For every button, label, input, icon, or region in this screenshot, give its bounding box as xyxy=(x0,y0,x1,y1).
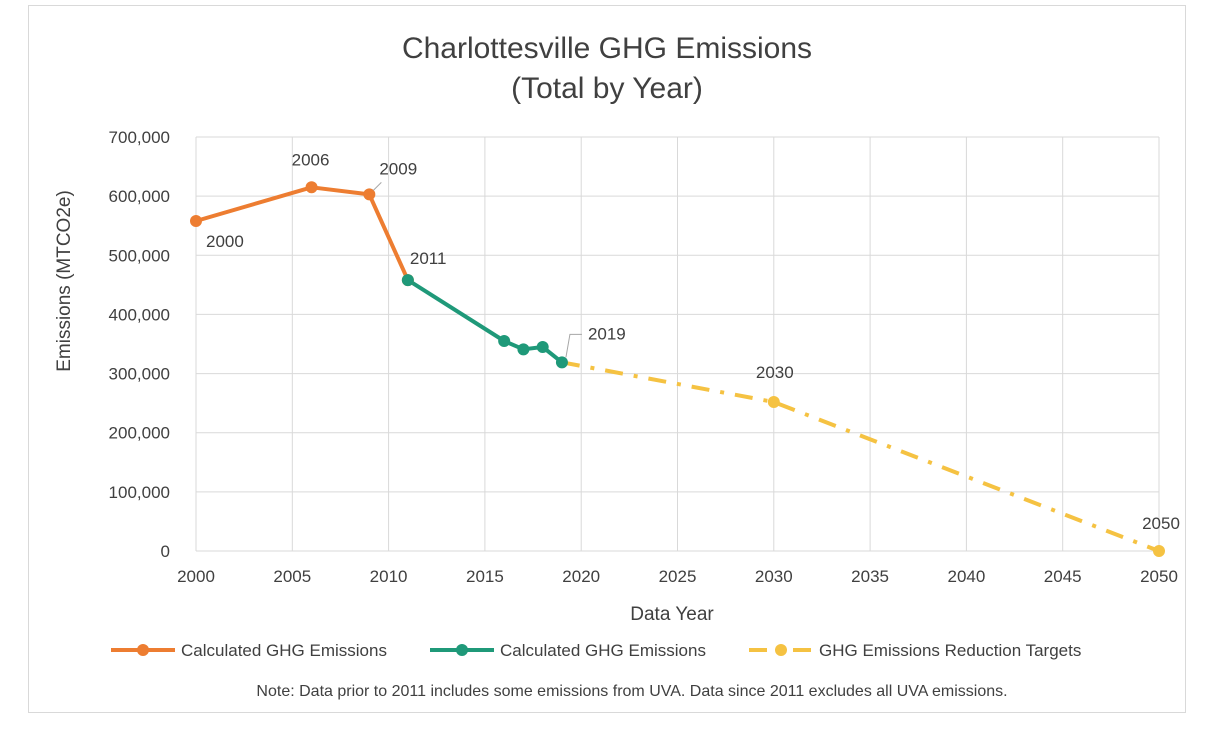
chart-frame: 0 100,000 200,000 300,000 400,000 500,000 600,… xyxy=(28,5,1186,713)
series-line-1 xyxy=(194,185,410,283)
data-label: 2050 xyxy=(1142,514,1180,533)
legend-label-1: Calculated GHG Emissions xyxy=(181,641,387,660)
x-tick-label: 2025 xyxy=(659,567,697,586)
axis-ticks: 0 100,000 200,000 300,000 400,000 500,000 600,… xyxy=(109,128,1178,586)
x-tick-label: 2045 xyxy=(1044,567,1082,586)
leader-line-2019 xyxy=(565,333,582,358)
data-label: 2009 xyxy=(379,159,417,178)
y-tick-label: 100,000 xyxy=(109,483,170,502)
y-tick-label: 400,000 xyxy=(109,305,170,324)
legend-swatch-marker-3 xyxy=(775,644,787,656)
data-point xyxy=(498,335,511,348)
legend-swatch-marker-2 xyxy=(456,644,468,656)
data-label: 2030 xyxy=(756,363,794,382)
x-tick-label: 2005 xyxy=(273,567,311,586)
data-point xyxy=(190,214,202,227)
x-tick-label: 2030 xyxy=(755,567,793,586)
data-point xyxy=(536,340,549,353)
y-tick-label: 300,000 xyxy=(109,365,170,384)
leader-line-2009 xyxy=(372,182,382,191)
data-point xyxy=(363,188,376,201)
y-tick-label: 700,000 xyxy=(109,128,170,147)
chart-subtitle: (Total by Year) xyxy=(511,72,703,105)
x-tick-label: 2020 xyxy=(562,567,600,586)
chart-title: Charlottesville GHG Emissions xyxy=(402,32,812,65)
data-point xyxy=(1153,545,1165,557)
data-point xyxy=(305,181,318,194)
y-tick-label: 600,000 xyxy=(109,187,170,206)
data-labels: 2000 2006 2009 2011 2019 2030 2050 xyxy=(206,150,1180,533)
data-point xyxy=(401,274,414,287)
data-label: 2000 xyxy=(206,232,244,251)
data-point xyxy=(767,395,780,408)
series-line-3 xyxy=(561,360,1160,553)
y-tick-label: 500,000 xyxy=(109,246,170,265)
data-label: 2006 xyxy=(292,150,330,169)
x-tick-label: 2040 xyxy=(947,567,985,586)
series-markers xyxy=(190,181,1165,557)
gridlines xyxy=(195,136,1160,552)
y-tick-label: 0 xyxy=(161,542,170,561)
data-point xyxy=(517,343,530,356)
legend-swatch-marker-1 xyxy=(137,644,149,656)
chart-note: Note: Data prior to 2011 includes some e… xyxy=(256,683,1007,700)
data-label: 2019 xyxy=(588,324,626,343)
data-point xyxy=(555,356,568,369)
legend-label-2: Calculated GHG Emissions xyxy=(500,641,706,660)
x-tick-label: 2015 xyxy=(466,567,504,586)
chart-svg: 0 100,000 200,000 300,000 400,000 500,000 600,… xyxy=(54,32,1180,700)
x-tick-label: 2035 xyxy=(851,567,889,586)
leader-lines xyxy=(372,182,582,358)
legend-label-3: GHG Emissions Reduction Targets xyxy=(819,641,1081,660)
y-axis-title: Emissions (MTCO2e) xyxy=(54,190,75,372)
x-tick-label: 2010 xyxy=(370,567,408,586)
x-axis-title: Data Year xyxy=(630,604,714,625)
y-tick-label: 200,000 xyxy=(109,424,170,443)
x-tick-label: 2050 xyxy=(1140,567,1178,586)
legend: Calculated GHG Emissions Calculated GHG E… xyxy=(111,641,1081,660)
data-label: 2011 xyxy=(410,249,447,268)
x-tick-label: 2000 xyxy=(177,567,215,586)
